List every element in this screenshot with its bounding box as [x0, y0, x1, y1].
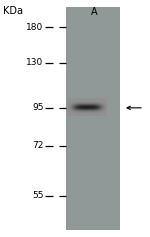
Text: 130: 130 — [26, 58, 44, 67]
Text: A: A — [90, 7, 97, 17]
Text: KDa: KDa — [3, 6, 23, 16]
Text: 180: 180 — [26, 23, 44, 32]
Bar — [66, 7, 120, 230]
Text: 72: 72 — [32, 141, 44, 150]
Text: 95: 95 — [32, 103, 44, 112]
Text: 55: 55 — [32, 191, 44, 200]
